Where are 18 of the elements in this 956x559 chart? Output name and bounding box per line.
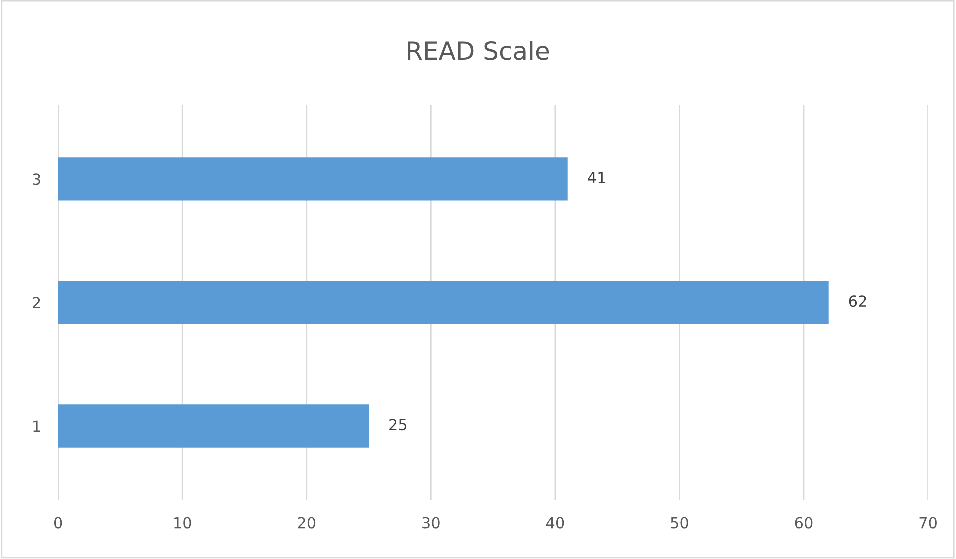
- x-tick-label: 50: [671, 517, 688, 529]
- bar: [58, 281, 829, 324]
- data-label: 41: [588, 172, 606, 184]
- bar: [58, 158, 568, 201]
- x-tick-label: 70: [920, 517, 937, 529]
- bar: [58, 404, 370, 448]
- data-label: 25: [390, 419, 407, 431]
- y-tick-label: 2: [33, 297, 40, 309]
- y-tick-label: 1: [34, 420, 40, 432]
- x-tick-label: 0: [54, 517, 62, 529]
- x-tick-label: 30: [422, 517, 440, 529]
- x-tick-label: 60: [795, 517, 813, 529]
- data-label: 62: [849, 296, 866, 308]
- x-tick-label: 20: [298, 517, 316, 529]
- x-tick-label: 10: [174, 517, 192, 529]
- x-tick-label: 40: [546, 517, 564, 529]
- chart-title: READ Scale: [408, 41, 550, 60]
- y-tick-label: 3: [33, 174, 40, 186]
